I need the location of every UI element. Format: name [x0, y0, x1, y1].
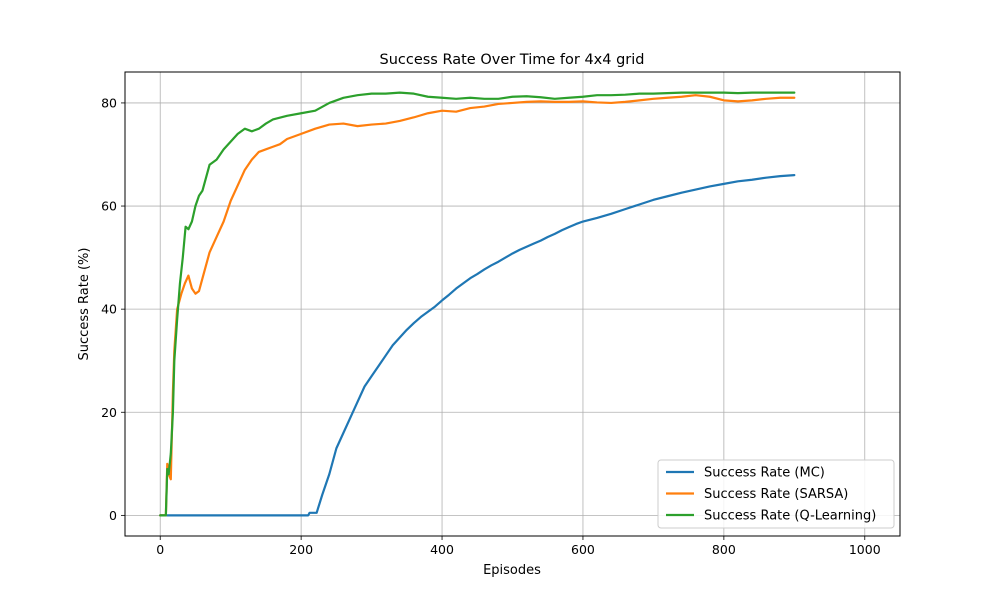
- series-line-2: [159, 91, 796, 517]
- y-tick-label: 60: [101, 199, 117, 214]
- series-layer: [159, 91, 796, 517]
- y-tick-label: 0: [109, 508, 117, 523]
- series-line-0: [159, 174, 796, 517]
- legend-label: Success Rate (SARSA): [704, 487, 848, 502]
- y-axis-ticks: 0 20 40 60 80: [101, 95, 125, 523]
- x-axis-ticks: 0 200 400 600 800 1000: [156, 536, 881, 557]
- x-tick-label: 0: [156, 542, 164, 557]
- y-tick-label: 80: [101, 95, 117, 110]
- plot-frame: [124, 71, 901, 537]
- series-line-1: [159, 94, 796, 517]
- x-tick-label: 200: [289, 542, 313, 557]
- y-tick-label: 40: [101, 302, 117, 317]
- y-tick-label: 20: [101, 405, 117, 420]
- x-tick-label: 800: [712, 542, 736, 557]
- legend-label: Success Rate (Q-Learning): [704, 509, 876, 524]
- legend-box: [657, 459, 895, 529]
- legend: Success Rate (MC) Success Rate (SARSA) Suc…: [657, 459, 895, 529]
- x-tick-label: 1000: [849, 542, 881, 557]
- legend-label: Success Rate (MC): [704, 466, 825, 481]
- x-tick-label: 600: [571, 542, 595, 557]
- y-axis-label: Success Rate (%): [77, 248, 92, 361]
- x-tick-label: 400: [430, 542, 454, 557]
- chart-title: Success Rate Over Time for 4x4 grid: [379, 52, 644, 68]
- x-axis-label: Episodes: [483, 563, 541, 578]
